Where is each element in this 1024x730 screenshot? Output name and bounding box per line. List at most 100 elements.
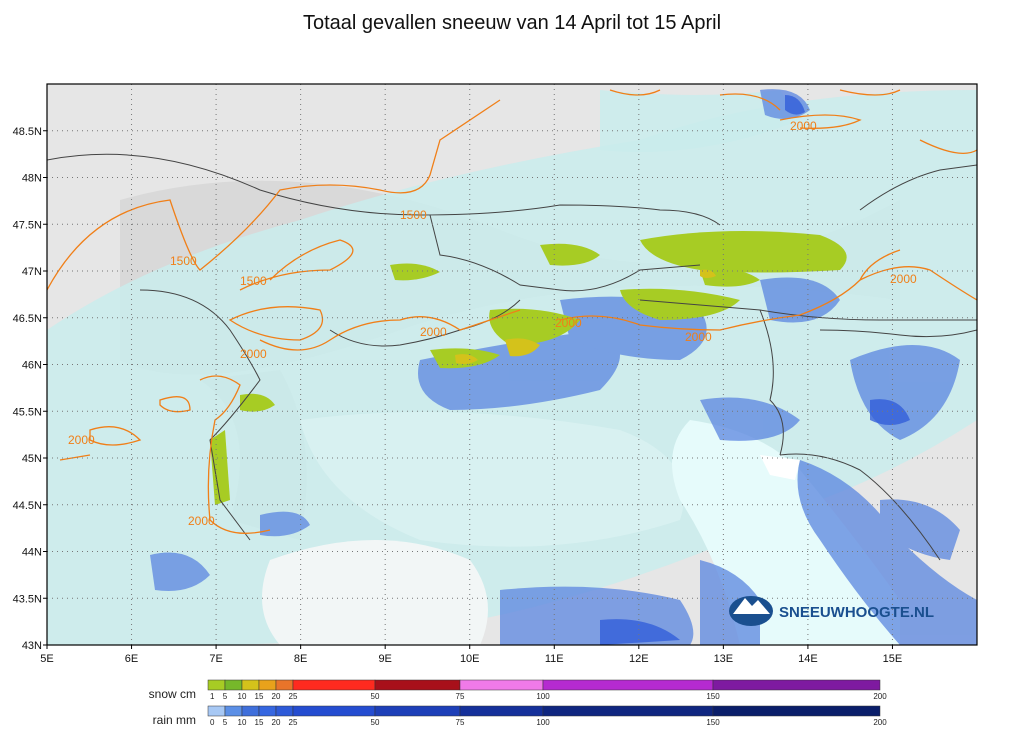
lon-tick-label: 10E	[460, 653, 480, 665]
lon-tick-label: 5E	[40, 653, 53, 665]
lat-tick-label: 46N	[22, 360, 42, 372]
rain-legend-label: rain mm	[153, 713, 196, 727]
colorbar-tick-label: 1	[210, 692, 215, 701]
contour-label: 2000	[188, 514, 215, 528]
colorbar-tick-label: 150	[706, 692, 720, 701]
colorbar-tick-label: 20	[272, 692, 281, 701]
colorbar-tick-label: 15	[255, 692, 264, 701]
lat-tick-label: 45N	[22, 453, 42, 465]
lat-tick-label: 47N	[22, 266, 42, 278]
colorbar-segment	[292, 679, 376, 691]
colorbar-segment	[241, 705, 260, 717]
colorbar-segment	[258, 705, 277, 717]
contour-label: 1500	[240, 274, 267, 288]
rain-north-area	[600, 90, 800, 152]
colorbar-segment	[459, 679, 544, 691]
sea-white	[760, 455, 800, 480]
po-valley	[300, 412, 684, 547]
lat-tick-label: 46.5N	[13, 313, 42, 325]
snow-colorbar	[207, 679, 881, 691]
lat-tick-label: 43N	[22, 640, 42, 652]
contour-label: 2000	[790, 119, 817, 133]
ligurian-sea	[262, 540, 488, 645]
contour-label: 1500	[400, 208, 427, 222]
colorbar-tick-label: 15	[255, 718, 264, 727]
contour-label: 2000	[240, 347, 267, 361]
lat-tick-label: 47.5N	[13, 219, 42, 231]
colorbar-tick-label: 10	[238, 718, 247, 727]
colorbar-segment	[275, 705, 294, 717]
lat-tick-label: 43.5N	[13, 593, 42, 605]
colorbar-tick-label: 150	[706, 718, 720, 727]
colorbar-segment	[542, 705, 714, 717]
contour-label: 2000	[890, 272, 917, 286]
colorbar-tick-label: 5	[223, 718, 228, 727]
colorbar-segment	[459, 705, 544, 717]
lon-tick-labels: 5E 6E 7E 8E 9E 10E 11E 12E 13E 14E 15E	[40, 645, 902, 665]
colorbar-segment	[292, 705, 376, 717]
lon-tick-label: 13E	[714, 653, 734, 665]
snow-yellow-areas	[455, 269, 716, 364]
altitude-contours	[47, 89, 977, 534]
lon-tick-label: 14E	[798, 653, 818, 665]
lon-tick-label: 11E	[545, 653, 564, 665]
logo[interactable]: SNEEUWHOOGTE.NL	[729, 596, 934, 626]
colorbar-tick-label: 10	[238, 692, 247, 701]
logo-text: SNEEUWHOOGTE.NL	[779, 604, 934, 621]
colorbar-tick-label: 200	[873, 718, 887, 727]
lon-tick-label: 7E	[209, 653, 222, 665]
colorbar-segment	[207, 679, 226, 691]
lat-lon-grid	[47, 84, 977, 645]
contour-label: 2000	[68, 433, 95, 447]
colorbar-tick-label: 25	[289, 718, 298, 727]
lat-tick-label: 45.5N	[13, 406, 42, 418]
lat-tick-label: 48N	[22, 173, 42, 185]
lon-tick-label: 15E	[883, 653, 903, 665]
colorbar-segment	[207, 705, 226, 717]
colorbar-segment	[241, 679, 260, 691]
colorbar-segment	[712, 679, 881, 691]
lon-tick-label: 12E	[629, 653, 649, 665]
rain-dark-areas	[600, 95, 910, 645]
rain-colorbar	[207, 705, 881, 717]
colorbar-tick-label: 5	[223, 692, 228, 701]
colorbar-tick-label: 75	[456, 718, 465, 727]
contour-labels: 1500 1500 1500 2000 2000 2000 2000 2000 …	[68, 119, 917, 528]
colorbar-tick-label: 0	[210, 718, 215, 727]
colorbar-segment	[712, 705, 881, 717]
colorbar-tick-label: 100	[536, 718, 550, 727]
snow-legend: snow cm 1 5 10 15 20 25 50 75 100 150 200	[149, 679, 887, 701]
colorbar-tick-label: 100	[536, 692, 550, 701]
rain-tick-labels: 0 5 10 15 20 25 50 75 100 150 200	[210, 718, 887, 727]
contour-label: 2000	[685, 330, 712, 344]
colorbar-segment	[275, 679, 294, 691]
colorbar-segment	[224, 705, 243, 717]
lon-tick-label: 8E	[294, 653, 307, 665]
colorbar-segment	[374, 705, 461, 717]
colorbar-tick-label: 200	[873, 692, 887, 701]
lat-tick-label: 44N	[22, 547, 42, 559]
map-area: 1500 1500 1500 2000 2000 2000 2000 2000 …	[47, 84, 977, 645]
lon-tick-label: 6E	[125, 653, 138, 665]
colorbar-segment	[374, 679, 461, 691]
colorbar-tick-label: 20	[272, 718, 281, 727]
lat-tick-label: 44.5N	[13, 500, 42, 512]
colorbar-tick-label: 50	[371, 718, 380, 727]
chart-title: Totaal gevallen sneeuw van 14 April tot …	[302, 12, 722, 34]
colorbar-tick-label: 50	[371, 692, 380, 701]
snow-legend-label: snow cm	[149, 687, 196, 701]
colorbar-segment	[258, 679, 277, 691]
colorbar-segment	[542, 679, 714, 691]
colorbar-tick-label: 75	[456, 692, 465, 701]
lat-tick-labels: 43N 43.5N 44N 44.5N 45N 45.5N 46N 46.5N 47N 47.5N…	[13, 126, 47, 652]
snow-tick-labels: 1 5 10 15 20 25 50 75 100 150 200	[210, 692, 887, 701]
colorbar-segment	[224, 679, 243, 691]
lon-tick-label: 9E	[378, 653, 391, 665]
lat-tick-label: 48.5N	[13, 126, 42, 138]
contour-label: 2000	[555, 316, 582, 330]
colorbar-tick-label: 25	[289, 692, 298, 701]
country-borders	[47, 153, 977, 561]
contour-label: 1500	[170, 254, 197, 268]
mountain-peak	[733, 598, 770, 614]
